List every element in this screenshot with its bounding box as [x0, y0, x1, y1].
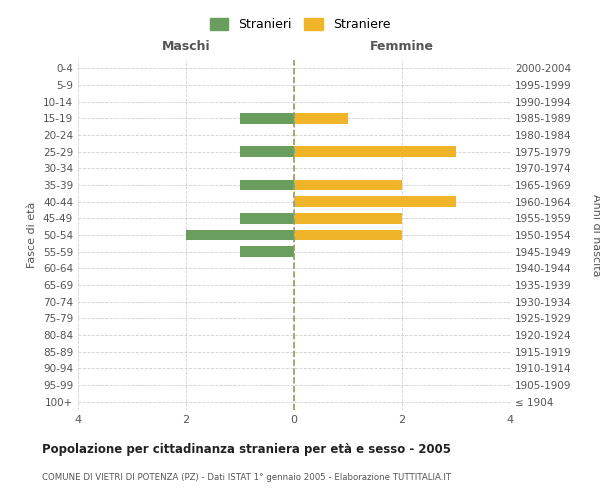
Bar — [294, 113, 348, 124]
Text: Popolazione per cittadinanza straniera per età e sesso - 2005: Popolazione per cittadinanza straniera p… — [42, 442, 451, 456]
Text: Maschi: Maschi — [161, 40, 211, 53]
Bar — [294, 230, 402, 240]
Legend: Stranieri, Straniere: Stranieri, Straniere — [206, 14, 394, 35]
Bar — [294, 146, 456, 157]
Bar — [240, 213, 294, 224]
Bar — [294, 196, 456, 207]
Bar — [240, 246, 294, 257]
Y-axis label: Anni di nascita: Anni di nascita — [591, 194, 600, 276]
Y-axis label: Fasce di età: Fasce di età — [28, 202, 37, 268]
Bar — [240, 180, 294, 190]
Bar — [294, 213, 402, 224]
Bar — [294, 180, 402, 190]
Text: Femmine: Femmine — [370, 40, 434, 53]
Bar — [186, 230, 294, 240]
Text: COMUNE DI VIETRI DI POTENZA (PZ) - Dati ISTAT 1° gennaio 2005 - Elaborazione TUT: COMUNE DI VIETRI DI POTENZA (PZ) - Dati … — [42, 472, 451, 482]
Bar — [240, 146, 294, 157]
Bar — [240, 113, 294, 124]
